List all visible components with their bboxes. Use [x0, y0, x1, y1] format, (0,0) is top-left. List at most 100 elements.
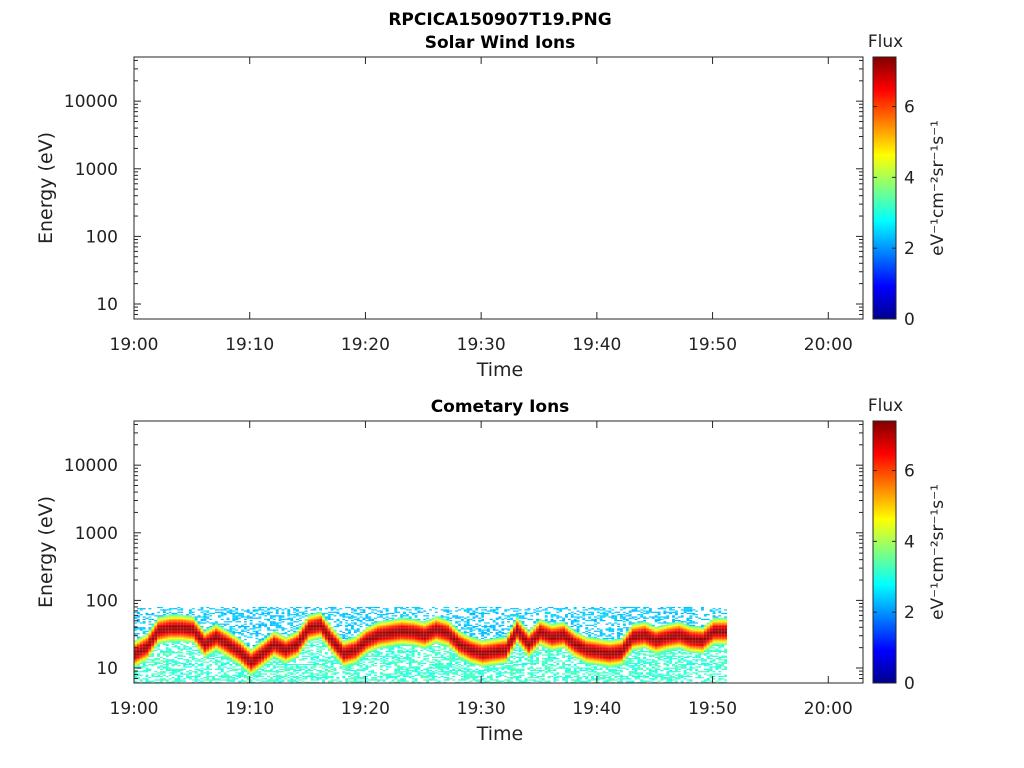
spectrogram-cell	[197, 628, 201, 630]
spectrogram-cell	[217, 661, 221, 663]
spectrogram-cell	[307, 616, 311, 618]
spectrogram-cell	[217, 649, 221, 651]
spectrogram-cell	[345, 641, 349, 643]
spectrogram-cell	[350, 662, 354, 664]
spectrogram-cell	[391, 623, 395, 625]
spectrogram-cell	[345, 659, 349, 661]
spectrogram-cell	[458, 681, 461, 683]
spectrogram-cell	[197, 633, 201, 635]
spectrogram-cell	[319, 611, 323, 613]
spectrogram-cell	[188, 656, 192, 659]
spectrogram-cell	[217, 635, 221, 637]
spectrogram-cell	[243, 674, 247, 676]
spectrogram-cell	[333, 647, 337, 649]
spectrogram-cell	[379, 611, 383, 613]
spectrogram-cell	[281, 643, 285, 645]
spectrogram-cell	[403, 618, 406, 621]
spectrogram-cell	[385, 673, 389, 675]
spectrogram-cell	[215, 678, 218, 680]
spectrogram-cell	[405, 631, 409, 634]
spectrogram-cell	[458, 617, 461, 619]
spectrogram-cell	[342, 648, 346, 650]
spectrogram-cell	[232, 659, 236, 661]
spectrogram-cell	[275, 634, 279, 636]
spectrogram-cell	[243, 623, 247, 625]
spectrogram-cell	[206, 673, 210, 675]
spectrogram-cell	[368, 627, 372, 629]
spectrogram-cell	[394, 681, 398, 683]
spectrogram-cell	[148, 650, 152, 653]
spectrogram-cell	[377, 629, 380, 631]
spectrogram-cell	[238, 615, 242, 617]
spectrogram-cell	[324, 661, 328, 663]
spectrogram-cell	[359, 631, 363, 634]
spectrogram-cell	[434, 659, 438, 661]
spectrogram-cell	[437, 617, 441, 619]
spectrogram-cell	[255, 646, 259, 648]
spectrogram-cell	[287, 648, 291, 650]
spectrogram-cell	[258, 665, 262, 667]
spectrogram-cell	[249, 658, 253, 660]
spectrogram-cell	[359, 646, 363, 648]
spectrogram-cell	[345, 672, 349, 674]
spectrogram-cell	[391, 644, 395, 647]
spectrogram-cell	[414, 641, 418, 643]
spectrogram-cell	[278, 660, 282, 662]
spectrogram-cell	[455, 615, 458, 617]
spectrogram-cell	[388, 663, 392, 666]
spectrogram-cell	[136, 660, 140, 662]
spectrogram-cell	[177, 609, 181, 611]
spectrogram-cell	[322, 612, 325, 615]
spectrogram-cell	[431, 659, 435, 661]
spectrogram-cell	[203, 649, 207, 651]
spectrogram-cell	[194, 641, 198, 643]
spectrogram-cell	[180, 630, 184, 632]
spectrogram-cell	[434, 630, 438, 632]
spectrogram-cell	[157, 627, 161, 629]
spectrogram-cell	[414, 661, 418, 663]
spectrogram-cell	[232, 674, 236, 676]
spectrogram-cell	[298, 649, 302, 651]
spectrogram-cell	[411, 659, 415, 661]
spectrogram-cell	[414, 636, 418, 638]
spectrogram-cell	[324, 678, 328, 680]
spectrogram-cell	[330, 661, 334, 663]
spectrogram-cell	[446, 633, 450, 635]
spectrogram-cell	[160, 627, 163, 629]
spectrogram-cell	[353, 679, 357, 681]
spectrogram-cell	[379, 653, 383, 655]
spectrogram-cell	[223, 643, 227, 645]
spectrogram-cell	[290, 623, 294, 625]
spectrogram-cell	[307, 617, 311, 619]
spectrogram-cell	[374, 635, 377, 637]
spectrogram-cell	[241, 643, 244, 645]
spectrogram-cell	[238, 643, 242, 645]
spectrogram-cell	[333, 625, 337, 628]
spectrogram-cell	[154, 623, 158, 625]
spectrogram-cell	[374, 625, 377, 628]
spectrogram-cell	[154, 679, 158, 681]
spectrogram-cell	[191, 633, 195, 635]
spectrogram-cell	[463, 659, 467, 661]
spectrogram-cell	[339, 648, 343, 650]
spectrogram-cell	[437, 628, 441, 630]
spectrogram-cell	[191, 658, 195, 660]
spectrogram-cell	[168, 625, 172, 628]
spectrogram-cell	[165, 633, 169, 635]
spectrogram-cell	[197, 663, 201, 666]
spectrogram-cell	[327, 646, 331, 648]
spectrogram-cell	[142, 665, 146, 667]
spectrogram-cell	[249, 636, 253, 638]
spectrogram-cell	[206, 677, 210, 679]
spectrogram-cell	[168, 636, 172, 638]
spectrogram-cell	[136, 652, 140, 654]
spectrogram-cell	[446, 627, 450, 629]
spectrogram-cell	[261, 650, 265, 653]
spectrogram-cell	[278, 677, 282, 679]
spectrogram-cell	[414, 608, 418, 610]
spectrogram-cell	[460, 628, 464, 630]
spectrogram-cell	[278, 681, 282, 683]
spectrogram-cell	[348, 647, 351, 649]
spectrogram-cell	[229, 634, 233, 636]
